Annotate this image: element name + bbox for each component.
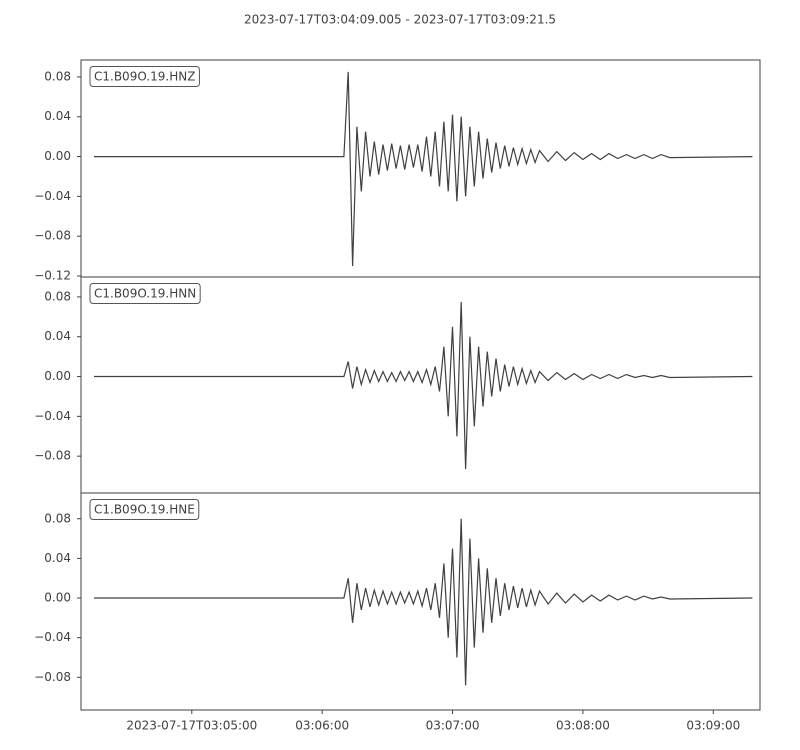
trace [94, 71, 753, 267]
x-tick-label: 03:08:00 [556, 719, 610, 733]
y-tick-label: 0.08 [44, 69, 71, 83]
y-tick-label: 0.08 [44, 289, 71, 303]
chart-title: 2023-07-17T03:04:09.005 - 2023-07-17T03:… [244, 13, 556, 27]
plot-frame [80, 59, 761, 278]
y-tick-label: −0.04 [34, 189, 71, 203]
y-tick-label: 0.04 [44, 329, 71, 343]
label-box [89, 499, 200, 520]
y-tick-label: 0.08 [44, 511, 71, 525]
label-box [89, 66, 200, 87]
y-tick-label: −0.04 [34, 409, 71, 423]
x-tick-label: 03:06:00 [295, 719, 349, 733]
y-tick-label: 0.04 [44, 551, 71, 565]
y-tick-label: −0.08 [34, 449, 71, 463]
x-tick-label: 2023-07-17T03:05:00 [126, 719, 257, 733]
y-tick-label: 0.00 [44, 149, 71, 163]
y-tick-label: −0.08 [34, 229, 71, 243]
y-tick-label: 0.00 [44, 369, 71, 383]
trace [94, 301, 753, 470]
x-tick-label: 03:09:00 [686, 719, 740, 733]
trace-label: C1.B09O.19.HNE [94, 503, 195, 517]
trace-label: C1.B09O.19.HNZ [94, 70, 195, 84]
y-tick-label: −0.12 [34, 269, 71, 283]
y-tick-label: −0.04 [34, 630, 71, 644]
trace [94, 518, 753, 686]
plot-frame [80, 492, 761, 711]
label-box [89, 283, 201, 304]
y-tick-label: −0.08 [34, 670, 71, 684]
x-tick-label: 03:07:00 [426, 719, 480, 733]
y-tick-label: 0.00 [44, 591, 71, 605]
plot-frame [80, 276, 761, 494]
trace-label: C1.B09O.19.HNN [94, 287, 196, 301]
y-tick-label: 0.04 [44, 109, 71, 123]
